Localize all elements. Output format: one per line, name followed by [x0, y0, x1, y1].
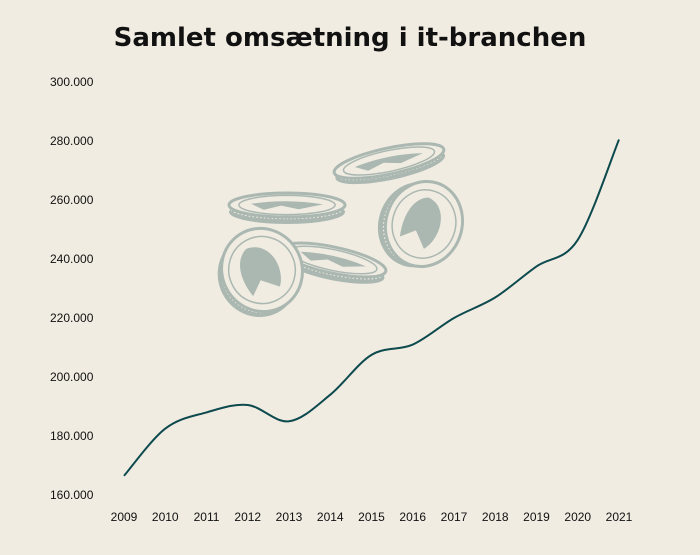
x-tick-label: 2020: [564, 510, 591, 524]
x-tick-label: 2017: [441, 510, 468, 524]
chart-title: Samlet omsætning i it-branchen: [114, 23, 587, 53]
x-tick-label: 2016: [399, 510, 426, 524]
x-tick-label: 2013: [276, 510, 303, 524]
y-tick-label: 160.000: [50, 488, 94, 502]
coin-shape: [377, 179, 465, 269]
coin-shape: [217, 226, 304, 318]
y-tick-label: 260.000: [50, 193, 94, 207]
y-tick-label: 240.000: [50, 252, 94, 266]
y-tick-label: 200.000: [50, 370, 94, 384]
x-tick-label: 2010: [152, 510, 179, 524]
y-axis-ticks: 160.000 180.000 200.000 220.000 240.000 260.0…: [50, 75, 94, 502]
x-tick-label: 2014: [317, 510, 344, 524]
coin-shape: [278, 241, 388, 284]
x-tick-label: 2011: [194, 510, 220, 524]
y-tick-label: 280.000: [50, 134, 94, 148]
x-axis-ticks: 2009 2010 2011 2012 2013 2014 2015 2016 2017 2018…: [111, 510, 633, 524]
y-tick-label: 220.000: [50, 311, 94, 325]
coin-shape: [332, 142, 446, 185]
x-tick-label: 2012: [234, 510, 261, 524]
x-tick-label: 2019: [523, 510, 550, 524]
x-tick-label: 2009: [111, 510, 138, 524]
y-tick-label: 300.000: [50, 75, 94, 89]
y-tick-label: 180.000: [50, 429, 94, 443]
x-tick-label: 2021: [606, 510, 633, 524]
coin-shape: [227, 191, 347, 224]
x-tick-label: 2018: [482, 510, 509, 524]
x-tick-label: 2015: [358, 510, 385, 524]
series-line: [123, 139, 620, 477]
coins-icon: [217, 142, 465, 318]
